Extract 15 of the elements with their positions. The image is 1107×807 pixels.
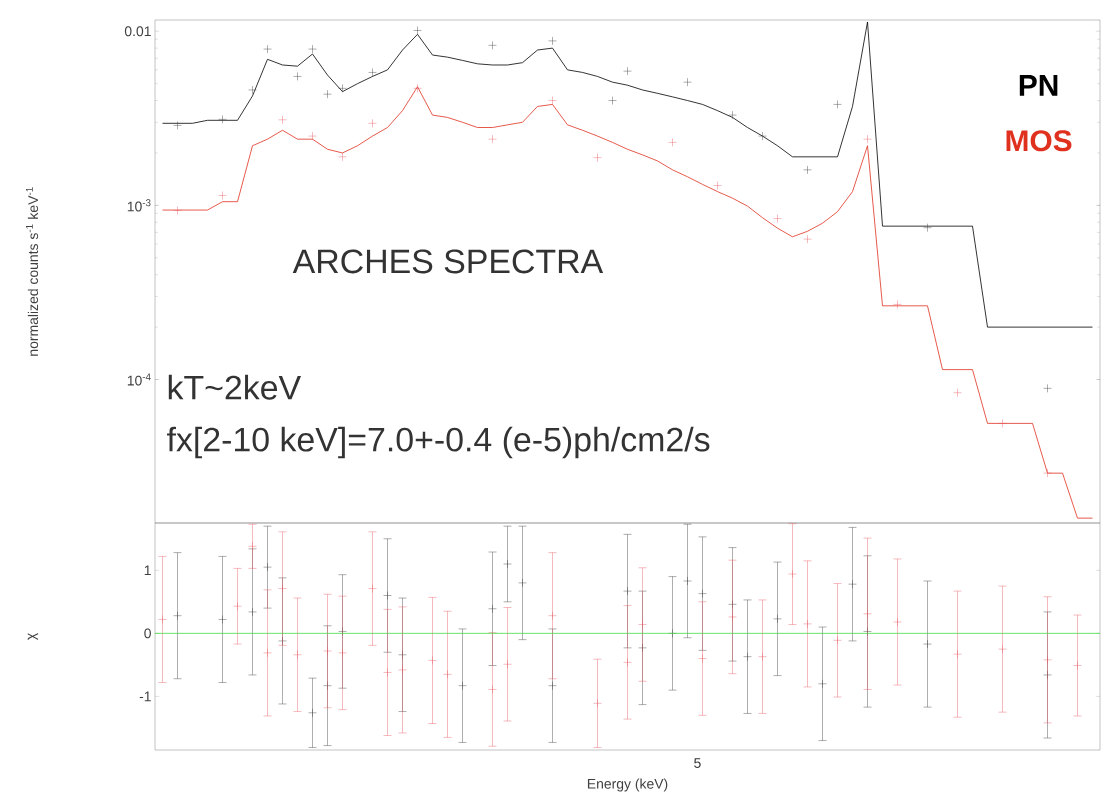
y-tick-label: 0.01 (124, 26, 151, 37)
annotation: kT~2keV (168, 374, 301, 400)
y-axis-title: χ (27, 633, 39, 641)
y-tick-label: -1 (139, 691, 151, 702)
text: PN (1019, 75, 1058, 96)
annotation: fx[2-10 keV]=7.0+-0.4 (e-5)ph/cm2/s (167, 426, 710, 459)
y-tick-label: 0 (144, 628, 151, 639)
text: MOS (1006, 130, 1072, 152)
text: 5 (694, 758, 701, 768)
y-tick-label: 10$^{-3}$ (127, 199, 151, 212)
x-axis-title: Energy (keV) (587, 778, 668, 792)
y-axis-title: normalized counts s$^{-1}$ keV$^{-1}$ (26, 187, 39, 356)
y-tick-label: 1 (144, 565, 151, 576)
annotation: ARCHES SPECTRA (292, 249, 604, 274)
y-tick-label: 10$^{-4}$ (127, 373, 151, 386)
